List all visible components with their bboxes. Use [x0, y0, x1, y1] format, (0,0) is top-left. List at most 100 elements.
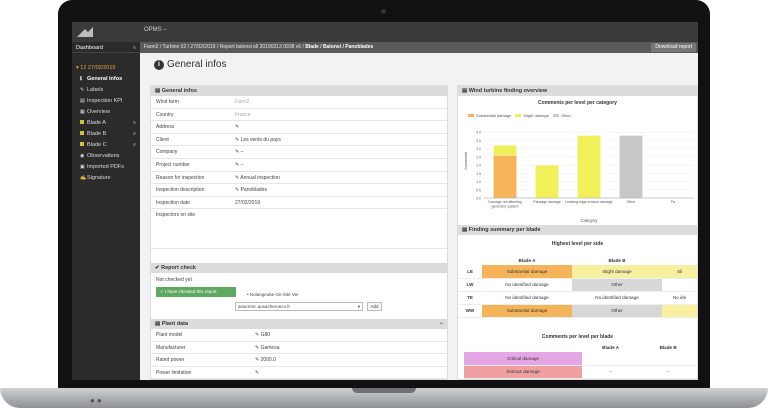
- info-row-label: Inspectors on site: [156, 212, 196, 219]
- per-blade-row: Serious damage – –: [464, 365, 697, 379]
- plant-row: Plant model ✎ G80: [151, 329, 447, 342]
- report-check-header: ✔ Report check: [151, 263, 447, 273]
- sidebar-item-observations[interactable]: ◉ Observations: [72, 151, 140, 162]
- info-row-value[interactable]: ✎ Panoblades: [235, 187, 267, 194]
- report-check-header-text: Report check: [161, 265, 196, 271]
- summary-cell[interactable]: No identified damage: [572, 291, 662, 305]
- legend-entry[interactable]: Slight damage: [523, 113, 549, 118]
- legend-entry[interactable]: Other: [560, 113, 571, 118]
- sidebar-item-blade-c[interactable]: Blade C ≡: [72, 140, 140, 151]
- inspector-select-value: anacrenc.aosacheronco.fr: [238, 304, 291, 309]
- plant-row-value[interactable]: ✎: [255, 369, 260, 376]
- info-row-value[interactable]: Farm2: [235, 99, 250, 105]
- summary-cell[interactable]: [662, 304, 697, 318]
- breadcrumb-path[interactable]: Farm2 / Turbine 02 / 27/02/2019 / Report…: [144, 44, 306, 50]
- bar-slight-damage[interactable]: [535, 164, 559, 199]
- per-blade-cell[interactable]: –: [582, 365, 640, 379]
- summary-cell[interactable]: No ide: [662, 291, 697, 305]
- sidebar-item-label: Blade C: [87, 142, 107, 148]
- inspector-item: • Nolangeube On-Site Ver: [247, 292, 299, 297]
- info-row-label: Country: [156, 111, 174, 118]
- app-name[interactable]: OPMS –: [144, 27, 167, 33]
- bar-slight-damage[interactable]: [493, 145, 517, 156]
- per-blade-cell[interactable]: [639, 352, 697, 366]
- info-row-value[interactable]: ✎ Annual inspection: [235, 174, 280, 181]
- laptop-indicator-lights: ●●: [90, 396, 104, 405]
- add-inspector-button[interactable]: Add: [367, 302, 382, 311]
- sidebar-item-general-infos[interactable]: ℹ General infos: [72, 74, 140, 85]
- collapse-icon[interactable]: −: [439, 321, 443, 327]
- summary-cell[interactable]: No identified damage: [482, 291, 572, 305]
- per-blade-header-row: Blade A Blade B: [464, 343, 697, 352]
- sidebar-item-icon: ✎: [80, 87, 85, 93]
- top-bar: OPMS –: [72, 22, 698, 42]
- summary-area: Highest level per side Blade A Blade B LE S…: [458, 241, 697, 380]
- sidebar-dashboard-label: Dashboard: [76, 45, 103, 51]
- summary-cell[interactable]: Slight damage: [572, 265, 662, 279]
- per-blade-cell[interactable]: –: [639, 365, 697, 379]
- sidebar-item-imported-pdfs[interactable]: ▣ Imported PDFs: [72, 162, 140, 173]
- info-row-value[interactable]: ✎ –: [235, 149, 244, 156]
- info-row-label: Client: [156, 136, 169, 143]
- x-axis-label: Category: [581, 218, 599, 223]
- info-row-value[interactable]: 27/02/2019: [235, 199, 261, 206]
- chart-legend: Substantial damage Slight damage Other: [464, 113, 571, 118]
- bar-slight-damage[interactable]: [577, 135, 601, 199]
- summary-cell[interactable]: Sli: [662, 265, 697, 279]
- breadcrumb-current: Blade / Balonsi / Panoblades: [305, 44, 374, 50]
- plant-row: Commissioning DateMonth2025Add: [151, 379, 447, 380]
- plant-row-value[interactable]: ✎ G80: [255, 332, 271, 338]
- general-info-header-text: General infos: [161, 88, 197, 94]
- sidebar-item-labels[interactable]: ✎ Labels: [72, 85, 140, 96]
- download-report-button[interactable]: Download report: [651, 43, 696, 52]
- plant-row-value[interactable]: ✎ Gamesa: [255, 344, 280, 351]
- summary-cell[interactable]: No identified damage: [482, 278, 572, 292]
- sidebar-dashboard[interactable]: Dashboard ≡: [72, 42, 140, 53]
- info-row-value[interactable]: France: [235, 111, 251, 118]
- y-tick-label: 4.0: [476, 131, 481, 135]
- sidebar-item-inspection-kpi[interactable]: ▤ Inspection KPI: [72, 96, 140, 107]
- sidebar-item-icon: ✍: [80, 175, 87, 181]
- summary-cell[interactable]: Other: [572, 304, 662, 318]
- sidebar-item-blade-b[interactable]: Blade B ≡: [72, 129, 140, 140]
- info-row-value[interactable]: ✎ Les vents du pays: [235, 136, 281, 143]
- menu-icon[interactable]: ≡: [132, 131, 136, 137]
- plant-row-value[interactable]: ✎ 2000.0: [255, 357, 276, 364]
- menu-icon[interactable]: ≡: [132, 142, 136, 148]
- bar-other[interactable]: [619, 135, 643, 199]
- sidebar-item-overview[interactable]: ▦ Overview: [72, 107, 140, 118]
- inspector-select[interactable]: anacrenc.aosacheronco.fr ▾: [235, 302, 363, 311]
- x-tick-label: Other: [627, 200, 637, 204]
- camera-icon: [381, 9, 386, 14]
- summary-cell[interactable]: Other: [572, 278, 662, 292]
- summary-cell[interactable]: Substantial damage: [482, 304, 572, 318]
- sidebar-item-icon: ◉: [80, 153, 85, 159]
- legend-entry[interactable]: Substantial damage: [476, 113, 512, 118]
- x-tick-label: Damage not affecting: [488, 200, 521, 204]
- bar-substantial-damage[interactable]: [493, 155, 517, 199]
- summary-table: Blade A Blade B LE Substantial damage Slight…: [458, 256, 697, 318]
- info-row-label: Inspection description: [156, 187, 205, 194]
- check-report-button[interactable]: ✓ I have checked this report: [156, 287, 236, 297]
- summary-header: ▤ Finding summary per blade: [458, 225, 697, 235]
- overview-header: ▤ Wind turbine finding overview: [458, 86, 697, 96]
- sidebar-item-signature[interactable]: ✍Signature: [72, 173, 140, 184]
- general-info-header: ▤ General infos: [151, 86, 447, 96]
- per-blade-row: Critical damage: [464, 352, 697, 366]
- menu-icon[interactable]: ≡: [132, 120, 136, 126]
- sidebar-item-blade-a[interactable]: Blade A ≡: [72, 118, 140, 129]
- summary-cell[interactable]: Substantial damage: [482, 265, 572, 279]
- plant-data-header: ▤ Plant data −: [151, 319, 447, 329]
- legend-swatch: [468, 114, 474, 118]
- per-blade-cell[interactable]: [582, 352, 640, 366]
- plant-row: Power limitation ✎: [151, 367, 447, 380]
- summary-cell[interactable]: [662, 278, 697, 292]
- info-row-label: Inspection date: [156, 199, 190, 206]
- info-row: Address ✎: [151, 121, 447, 134]
- info-row-value[interactable]: ✎: [235, 124, 240, 131]
- y-tick-label: 2.5: [476, 155, 481, 159]
- info-row-value[interactable]: ✎ –: [235, 161, 244, 168]
- menu-icon[interactable]: ≡: [132, 45, 136, 51]
- sidebar-inspection-date[interactable]: ▾ 12 27/02/2019: [76, 65, 116, 71]
- laptop-notch: [352, 388, 416, 393]
